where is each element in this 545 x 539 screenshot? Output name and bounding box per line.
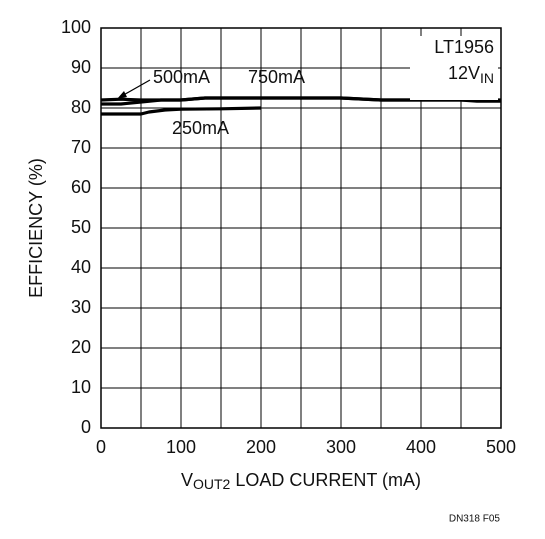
y-tick-label: 0 [81,417,91,437]
series-line [101,106,262,116]
y-tick-label: 40 [71,257,91,277]
input-sub: IN [480,70,494,86]
y-axis-label: EFFICIENCY (%) [26,158,46,298]
x-label-rest: LOAD CURRENT (mA) [230,470,421,490]
footnote: DN318 F05 [449,514,501,525]
y-tick-label: 100 [61,17,91,37]
y-tick-label: 70 [71,137,91,157]
series-line [100,96,501,103]
x-tick-label: 300 [326,437,356,457]
y-tick-label: 20 [71,337,91,357]
input-main: 12V [448,63,480,83]
x-axis-label: VOUT2 LOAD CURRENT (mA) [181,470,421,492]
x-tick-label: 400 [406,437,436,457]
y-tick-label: 50 [71,217,91,237]
x-tick-label: 0 [96,437,106,457]
x-tick-label: 500 [486,437,516,457]
plot-frame [100,27,502,429]
x-tick-label: 200 [246,437,276,457]
input-label: 12VIN [448,63,494,86]
x-label-sub: OUT2 [193,476,231,492]
annotation-bg [410,36,498,100]
y-tick-label: 30 [71,297,91,317]
y-tick-label: 90 [71,57,91,77]
series-label: 500mA [153,67,210,87]
series-label: 750mA [248,67,305,87]
series-label: 250mA [172,118,229,138]
x-label-main: V [181,470,193,490]
x-tick-label: 100 [166,437,196,457]
arrow-head [117,91,127,99]
y-tick-label: 80 [71,97,91,117]
y-tick-label: 60 [71,177,91,197]
y-tick-label: 10 [71,377,91,397]
device-label: LT1956 [434,37,494,57]
